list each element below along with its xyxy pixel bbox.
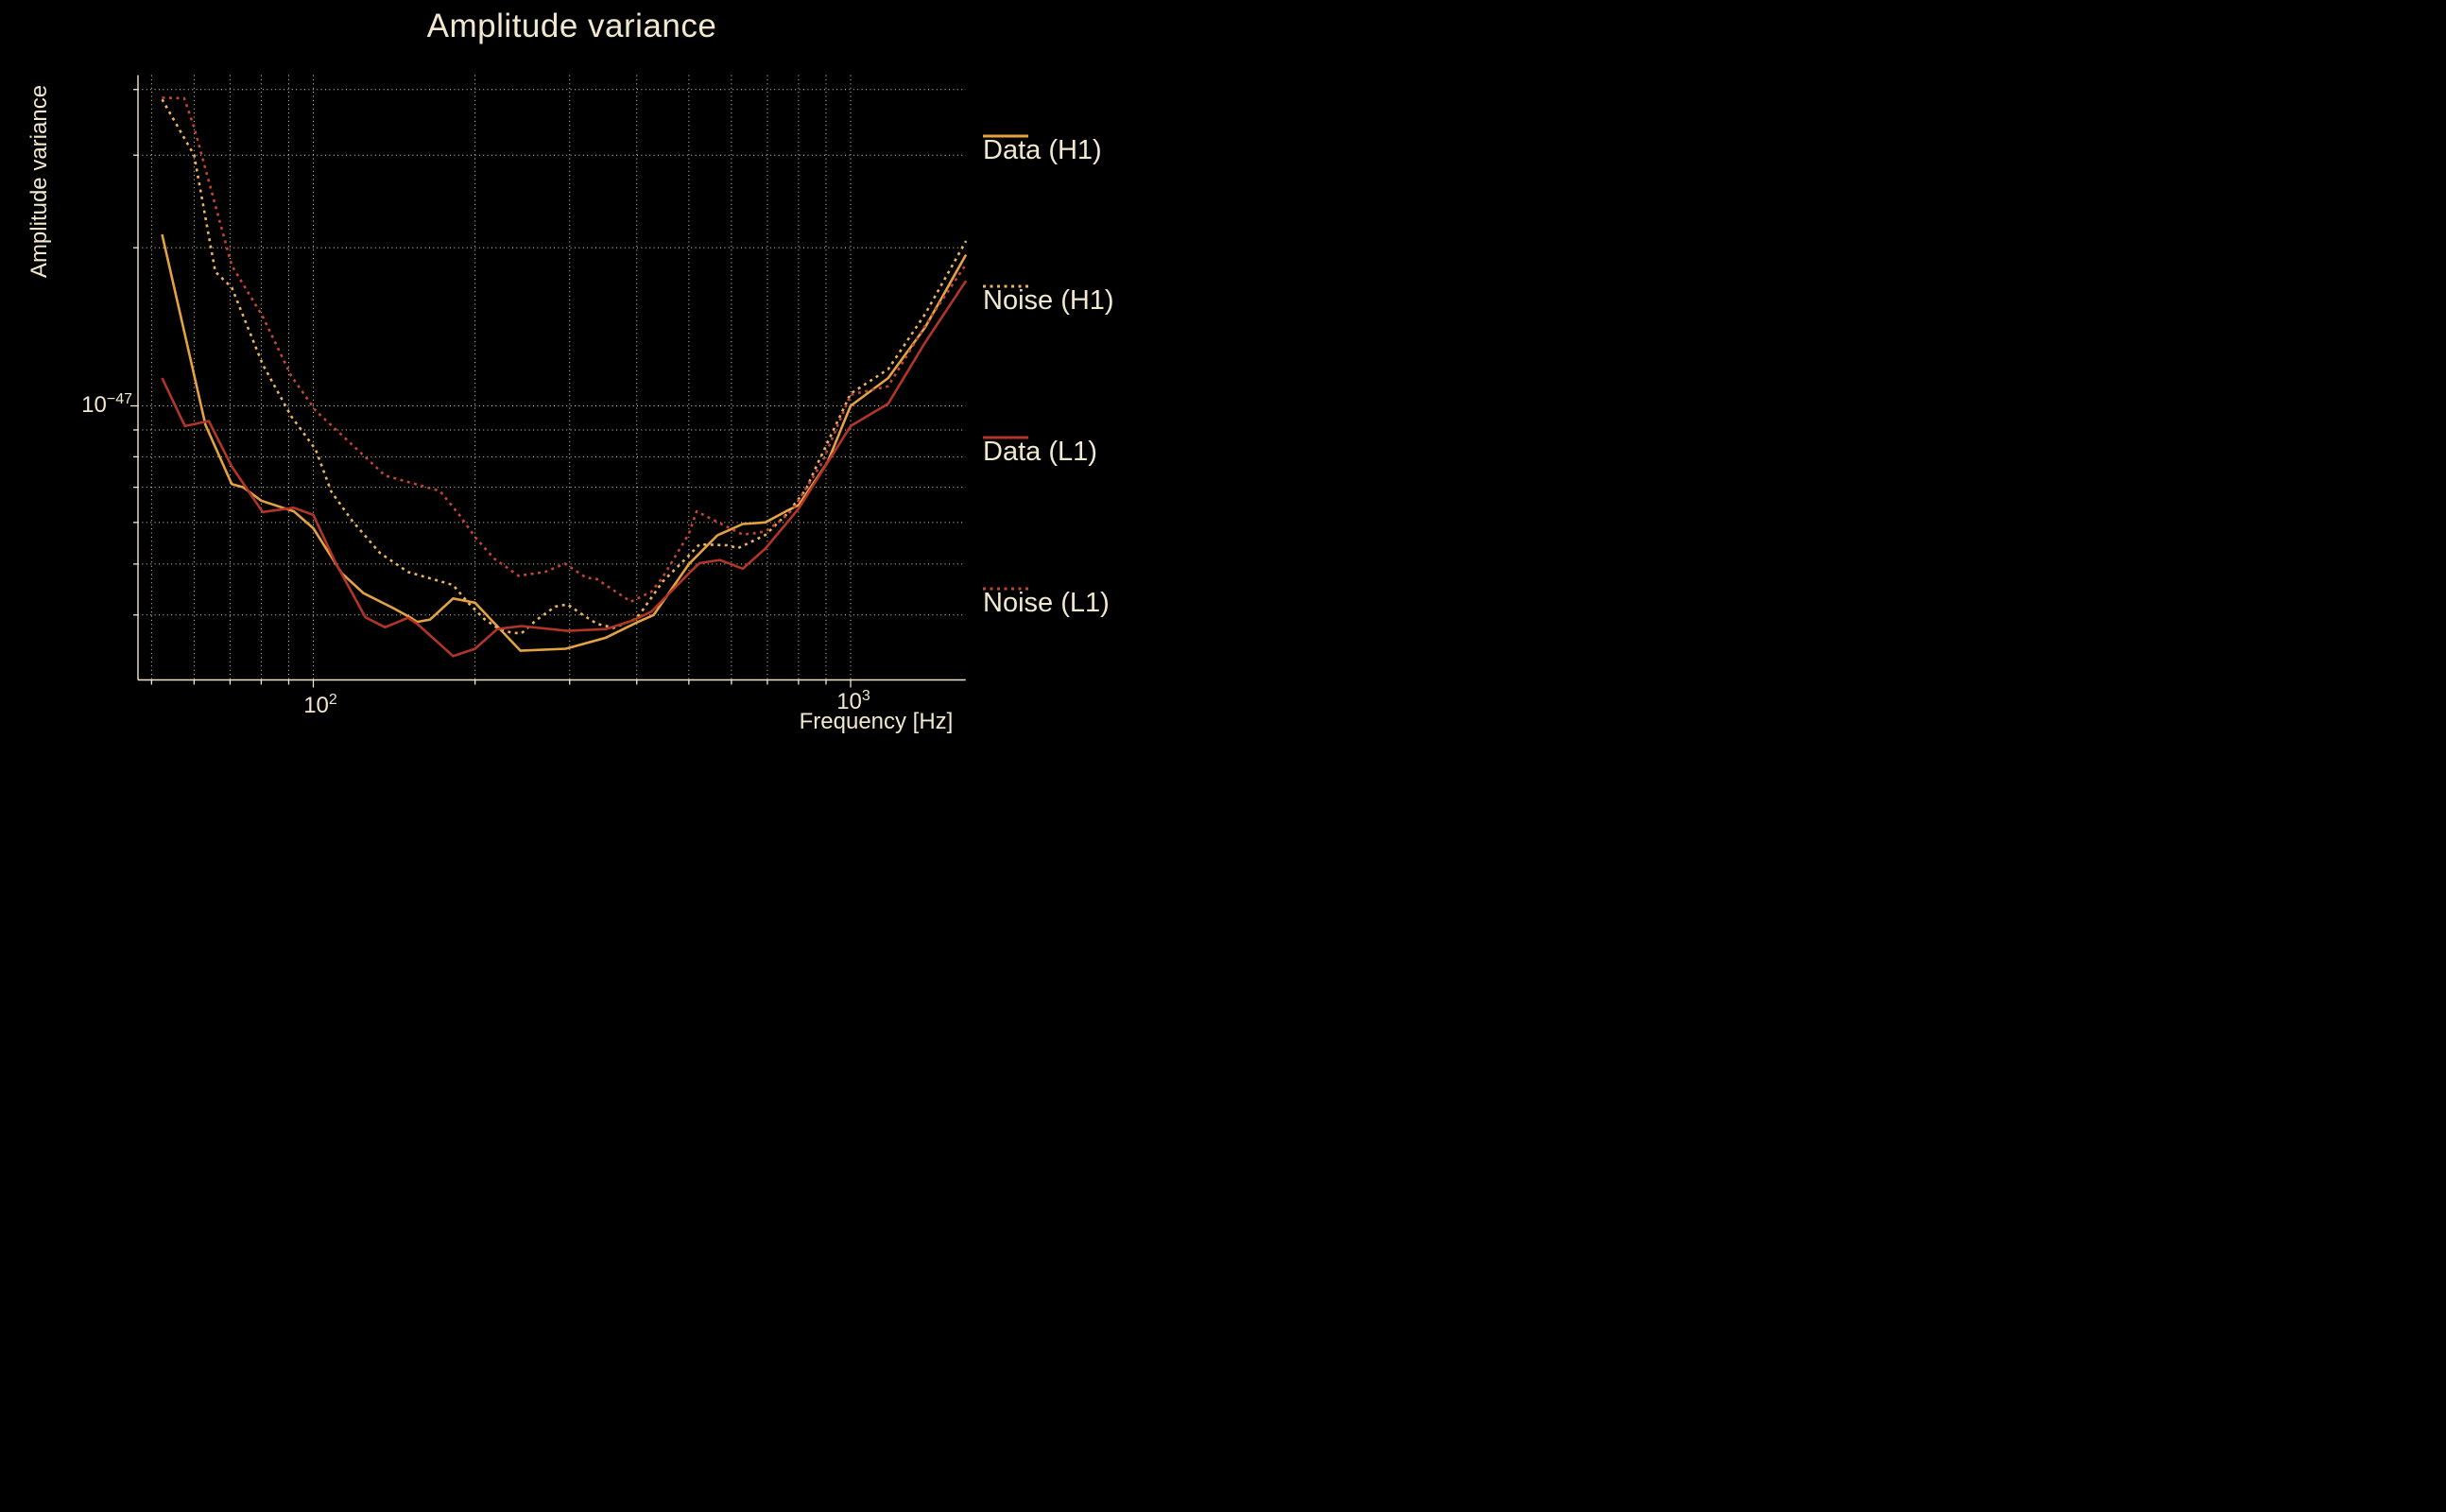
y-tick-1e-47: 10−47: [81, 391, 132, 418]
legend-label: Data (H1): [983, 134, 1102, 165]
solid-line-swatch-icon: [983, 436, 1028, 439]
legend-label: Data (L1): [983, 436, 1097, 467]
legend-label: Noise (L1): [983, 587, 1110, 618]
legend-item-data-h1: Data (H1): [983, 131, 1102, 169]
dotted-line-swatch-icon: [983, 284, 1028, 288]
legend-item-noise-l1: Noise (L1): [983, 584, 1110, 622]
x-tick-100: 102: [303, 692, 337, 718]
x-tick-1000: 103: [836, 688, 870, 714]
plot-area: [130, 75, 968, 688]
legend-item-data-l1: Data (L1): [983, 433, 1097, 471]
x-axis-label: Frequency [Hz]: [799, 709, 954, 734]
y-axis-label: Amplitude variance: [26, 84, 52, 279]
figure: Amplitude variance Amplitude variance Fr…: [0, 0, 1223, 756]
dotted-line-swatch-icon: [983, 587, 1028, 591]
solid-line-swatch-icon: [983, 134, 1028, 138]
legend-item-noise-h1: Noise (H1): [983, 282, 1114, 319]
legend-label: Noise (H1): [983, 284, 1114, 316]
chart-title: Amplitude variance: [426, 8, 717, 44]
